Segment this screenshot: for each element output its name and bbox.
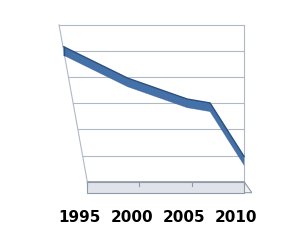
Text: 2000: 2000: [110, 210, 153, 225]
Text: 2010: 2010: [215, 210, 257, 225]
Polygon shape: [87, 182, 244, 193]
Text: 2005: 2005: [163, 210, 205, 225]
Polygon shape: [64, 47, 244, 165]
Polygon shape: [87, 182, 252, 193]
Text: 1995: 1995: [58, 210, 100, 225]
